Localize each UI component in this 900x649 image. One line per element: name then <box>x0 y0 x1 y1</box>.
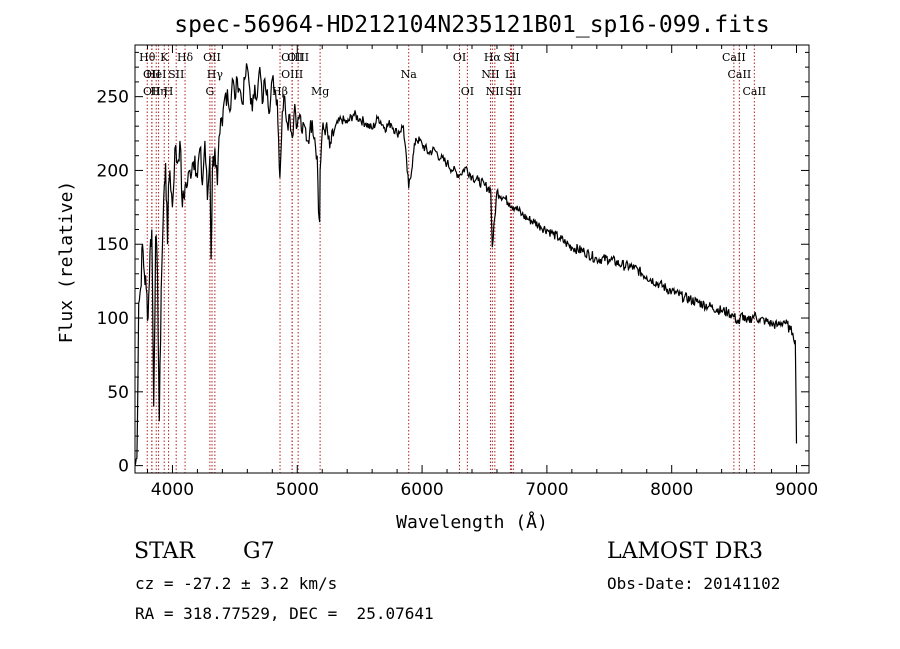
line-marker-label: HeI <box>146 68 166 81</box>
line-marker-label: H <box>164 85 174 98</box>
line-marker-label: NII <box>486 85 504 98</box>
y-tick-label: 0 <box>118 457 129 477</box>
line-markers <box>146 45 755 473</box>
line-marker-label: Hδ <box>177 51 194 64</box>
observation-date: Obs-Date: 20141102 <box>607 574 781 593</box>
y-axis-ticks: 0 50 100 150 200 250 <box>97 51 809 477</box>
line-marker-labels: HθOIIOIIHeIHηKHSIIHδGOIIHγHβOIIIOIIIOIII… <box>139 51 766 98</box>
line-marker-label: OII <box>143 85 161 98</box>
line-marker-label: Hα <box>484 51 502 64</box>
spectrum-line <box>134 63 798 466</box>
line-marker-label: G <box>205 85 214 98</box>
y-tick-label: 100 <box>97 309 129 329</box>
redshift-velocity: cz = -27.2 ± 3.2 km/s <box>135 574 338 593</box>
x-tick-label: 7000 <box>525 480 568 500</box>
x-tick-label: 4000 <box>151 480 194 500</box>
line-marker-label: SII <box>505 85 521 98</box>
line-marker-label: SII <box>503 51 519 64</box>
x-tick-label: 8000 <box>650 480 693 500</box>
line-marker-label: CaII <box>742 85 766 98</box>
line-marker-label: OIII <box>281 51 303 64</box>
line-marker-label: OII <box>143 68 161 81</box>
x-axis-ticks: 4000 5000 6000 7000 8000 9000 <box>146 45 818 500</box>
line-marker-label: Mg <box>311 85 329 98</box>
line-marker-label: NII <box>481 68 499 81</box>
line-marker-label: CaII <box>728 68 752 81</box>
object-type: STAR <box>134 539 195 564</box>
y-tick-label: 50 <box>107 383 129 403</box>
line-marker-label: Li <box>505 68 516 81</box>
line-marker-label: Hη <box>150 85 166 98</box>
line-marker-label: OI <box>461 85 474 98</box>
x-tick-label: 9000 <box>775 480 818 500</box>
line-marker-label: SII <box>168 68 184 81</box>
line-marker-label: Hγ <box>207 68 224 81</box>
y-tick-label: 200 <box>97 161 129 181</box>
chart-title: spec-56964-HD212104N235121B01_sp16-099.f… <box>174 12 769 38</box>
x-tick-label: 5000 <box>276 480 319 500</box>
x-axis-label: Wavelength (Å) <box>396 511 548 533</box>
line-marker-label: OIII <box>287 51 309 64</box>
y-tick-label: 250 <box>97 88 129 108</box>
line-marker-label: OII <box>203 51 221 64</box>
survey-name: LAMOST DR3 <box>607 539 763 564</box>
spectral-subclass: G7 <box>243 539 275 564</box>
line-marker-label: Na <box>401 68 418 81</box>
y-axis-label: Flux (relative) <box>56 181 77 344</box>
line-marker-label: OI <box>453 51 466 64</box>
x-tick-label: 6000 <box>400 480 443 500</box>
line-marker-label: K <box>160 51 169 64</box>
line-marker-label: CaII <box>722 51 746 64</box>
sky-coordinates: RA = 318.77529, DEC = 25.07641 <box>135 604 434 623</box>
line-marker-label: OIII <box>281 68 303 81</box>
y-tick-label: 150 <box>97 235 129 255</box>
plot-frame <box>134 44 810 474</box>
line-marker-label: Hθ <box>139 51 156 64</box>
